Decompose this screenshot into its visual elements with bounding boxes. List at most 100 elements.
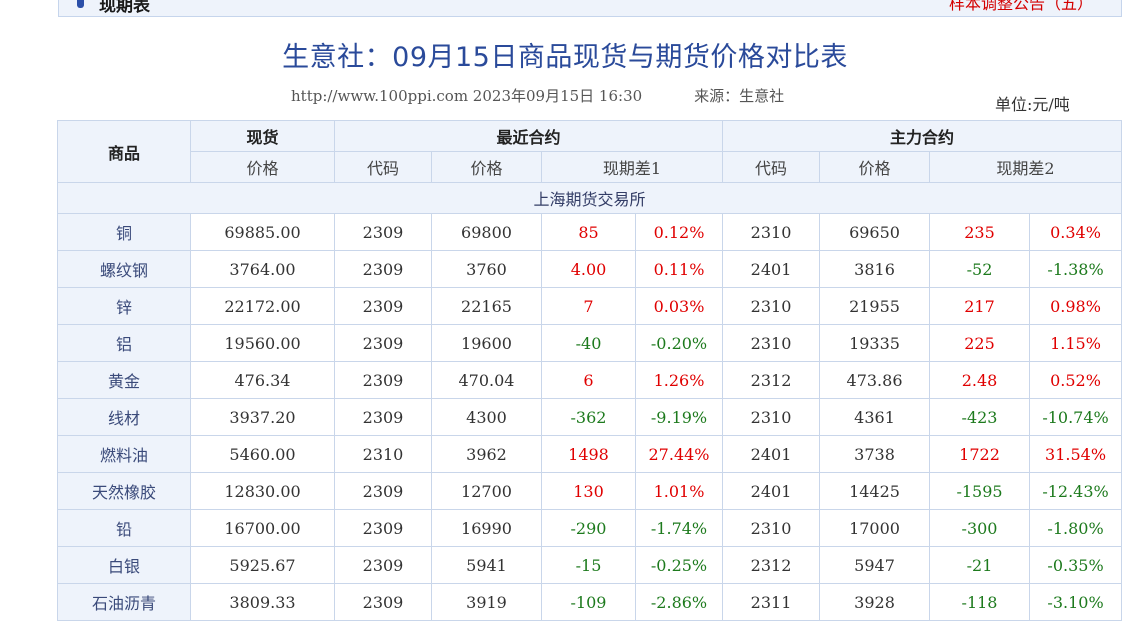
basis-2-percent: 0.52% (1029, 361, 1123, 399)
table-row: 线材 3937.20 2309 4300 -362 -9.19% 2310 4361 -423-… (57, 398, 1123, 436)
recent-contract-code: 2309 (334, 213, 432, 251)
commodity-name-link[interactable]: 天然橡胶 (57, 472, 191, 510)
main-contract-price: 5947 (819, 546, 931, 584)
basis-2-percent: 0.34% (1029, 213, 1123, 251)
basis-2-value: -423 (929, 398, 1031, 436)
recent-contract-price: 3962 (431, 435, 542, 473)
basis-2-percent: -12.43% (1029, 472, 1123, 510)
basis-2-percent: -3.10% (1029, 583, 1123, 621)
header-recent-price: 价格 (431, 151, 542, 183)
source-line: http://www.100ppi.com 2023年09月15日 16:30 来… (291, 85, 784, 106)
table-row: 螺纹钢 3764.00 2309 3760 4.00 0.11% 2401 3816 -52 -1… (57, 250, 1123, 288)
basis-2-percent: 0.98% (1029, 287, 1123, 325)
url-date-text: http://www.100ppi.com 2023年09月15日 16:30 (291, 87, 643, 105)
table-header-row-2: 价格 代码 价格 现期差1 代码 价格 现期差2 (58, 151, 1123, 183)
spot-price: 5925.67 (190, 546, 335, 584)
basis-1-value: -15 (541, 546, 636, 584)
table-row: 铜 69885.00 2309 69800 85 0.12% 2310 69650 235 0.3… (57, 213, 1123, 251)
commodity-name-link[interactable]: 黄金 (57, 361, 191, 399)
recent-contract-code: 2309 (334, 324, 432, 362)
table-row: 石油沥青 3809.33 2309 3919 -109 -2.86% 2311 3928 -11… (57, 583, 1123, 621)
basis-1-value: 4.00 (541, 250, 636, 288)
recent-contract-price: 16990 (431, 509, 542, 547)
main-contract-code: 2311 (722, 583, 821, 621)
main-contract-price: 473.86 (819, 361, 931, 399)
commodity-name-link[interactable]: 铜 (57, 213, 191, 251)
basis-2-value: -52 (929, 250, 1031, 288)
recent-contract-code: 2309 (334, 250, 432, 288)
basis-2-value: 1722 (929, 435, 1031, 473)
basis-1-percent: 0.03% (634, 287, 724, 325)
basis-2-value: 217 (929, 287, 1031, 325)
main-contract-code: 2310 (722, 287, 821, 325)
price-comparison-table: 商品 现货 最近合约 主力合约 价格 代码 价格 现期差1 代码 价格 现期差2… (56, 120, 1123, 621)
spot-price: 12830.00 (190, 472, 335, 510)
commodity-name-link[interactable]: 燃料油 (57, 435, 191, 473)
basis-1-percent: 1.26% (634, 361, 724, 399)
spot-price: 3764.00 (190, 250, 335, 288)
header-spot: 现货 (190, 120, 335, 152)
basis-1-value: -109 (541, 583, 636, 621)
basis-2-percent: -0.35% (1029, 546, 1123, 584)
basis-2-value: -21 (929, 546, 1031, 584)
recent-contract-price: 470.04 (431, 361, 542, 399)
source-text: 来源：生意社 (694, 87, 785, 105)
basis-1-percent: -2.86% (634, 583, 724, 621)
recent-contract-code: 2309 (334, 546, 432, 584)
main-contract-price: 4361 (819, 398, 931, 436)
commodity-name-link[interactable]: 锌 (57, 287, 191, 325)
recent-contract-price: 3760 (431, 250, 542, 288)
main-contract-price: 3928 (819, 583, 931, 621)
main-contract-price: 3738 (819, 435, 931, 473)
basis-1-value: 6 (541, 361, 636, 399)
commodity-name-link[interactable]: 铝 (57, 324, 191, 362)
spot-price: 19560.00 (190, 324, 335, 362)
recent-contract-price: 69800 (431, 213, 542, 251)
basis-2-value: 2.48 (929, 361, 1031, 399)
basis-1-percent: 0.12% (634, 213, 724, 251)
spot-price: 16700.00 (190, 509, 335, 547)
recent-contract-code: 2310 (334, 435, 432, 473)
main-contract-price: 3816 (819, 250, 931, 288)
commodity-name-link[interactable]: 石油沥青 (57, 583, 191, 621)
table-row: 燃料油 5460.00 2310 3962 1498 27.44% 2401 3738 1722… (57, 435, 1123, 473)
header-basis-2: 现期差2 (929, 151, 1123, 183)
basis-2-percent: -1.38% (1029, 250, 1123, 288)
basis-1-value: -40 (541, 324, 636, 362)
recent-contract-code: 2309 (334, 583, 432, 621)
basis-2-percent: -1.80% (1029, 509, 1123, 547)
basis-1-value: 85 (541, 213, 636, 251)
basis-2-percent: 31.54% (1029, 435, 1123, 473)
recent-contract-code: 2309 (334, 361, 432, 399)
basis-2-value: 225 (929, 324, 1031, 362)
commodity-name-link[interactable]: 铅 (57, 509, 191, 547)
basis-2-value: -1595 (929, 472, 1031, 510)
exchange-row: 上海期货交易所 (56, 182, 1123, 214)
header-main-price: 价格 (819, 151, 931, 183)
main-contract-price: 21955 (819, 287, 931, 325)
basis-2-value: -300 (929, 509, 1031, 547)
main-contract-price: 14425 (819, 472, 931, 510)
main-contract-code: 2310 (722, 509, 821, 547)
basis-1-value: -362 (541, 398, 636, 436)
main-contract-code: 2312 (722, 361, 821, 399)
sample-adjustment-notice-link[interactable]: 样本调整公告（五） (948, 0, 1093, 13)
commodity-name-link[interactable]: 螺纹钢 (57, 250, 191, 288)
header-main-contract: 主力合约 (722, 120, 1123, 152)
spot-price: 3937.20 (190, 398, 335, 436)
main-contract-price: 19335 (819, 324, 931, 362)
main-contract-code: 2401 (722, 472, 821, 510)
recent-contract-code: 2309 (334, 509, 432, 547)
main-contract-code: 2401 (722, 435, 821, 473)
recent-contract-price: 22165 (431, 287, 542, 325)
basis-2-percent: -10.74% (1029, 398, 1123, 436)
recent-contract-price: 12700 (431, 472, 542, 510)
table-row: 天然橡胶 12830.00 2309 12700 130 1.01% 2401 14425 -1… (57, 472, 1123, 510)
unit-label: 单位:元/吨 (995, 95, 1070, 114)
table-row: 锌 22172.00 2309 22165 7 0.03% 2310 21955 217 0.98… (57, 287, 1123, 325)
main-contract-price: 17000 (819, 509, 931, 547)
commodity-name-link[interactable]: 白银 (57, 546, 191, 584)
spot-price: 22172.00 (190, 287, 335, 325)
commodity-name-link[interactable]: 线材 (57, 398, 191, 436)
table-row: 白银 5925.67 2309 5941 -15 -0.25% 2312 5947 -21 -0.… (57, 546, 1123, 584)
